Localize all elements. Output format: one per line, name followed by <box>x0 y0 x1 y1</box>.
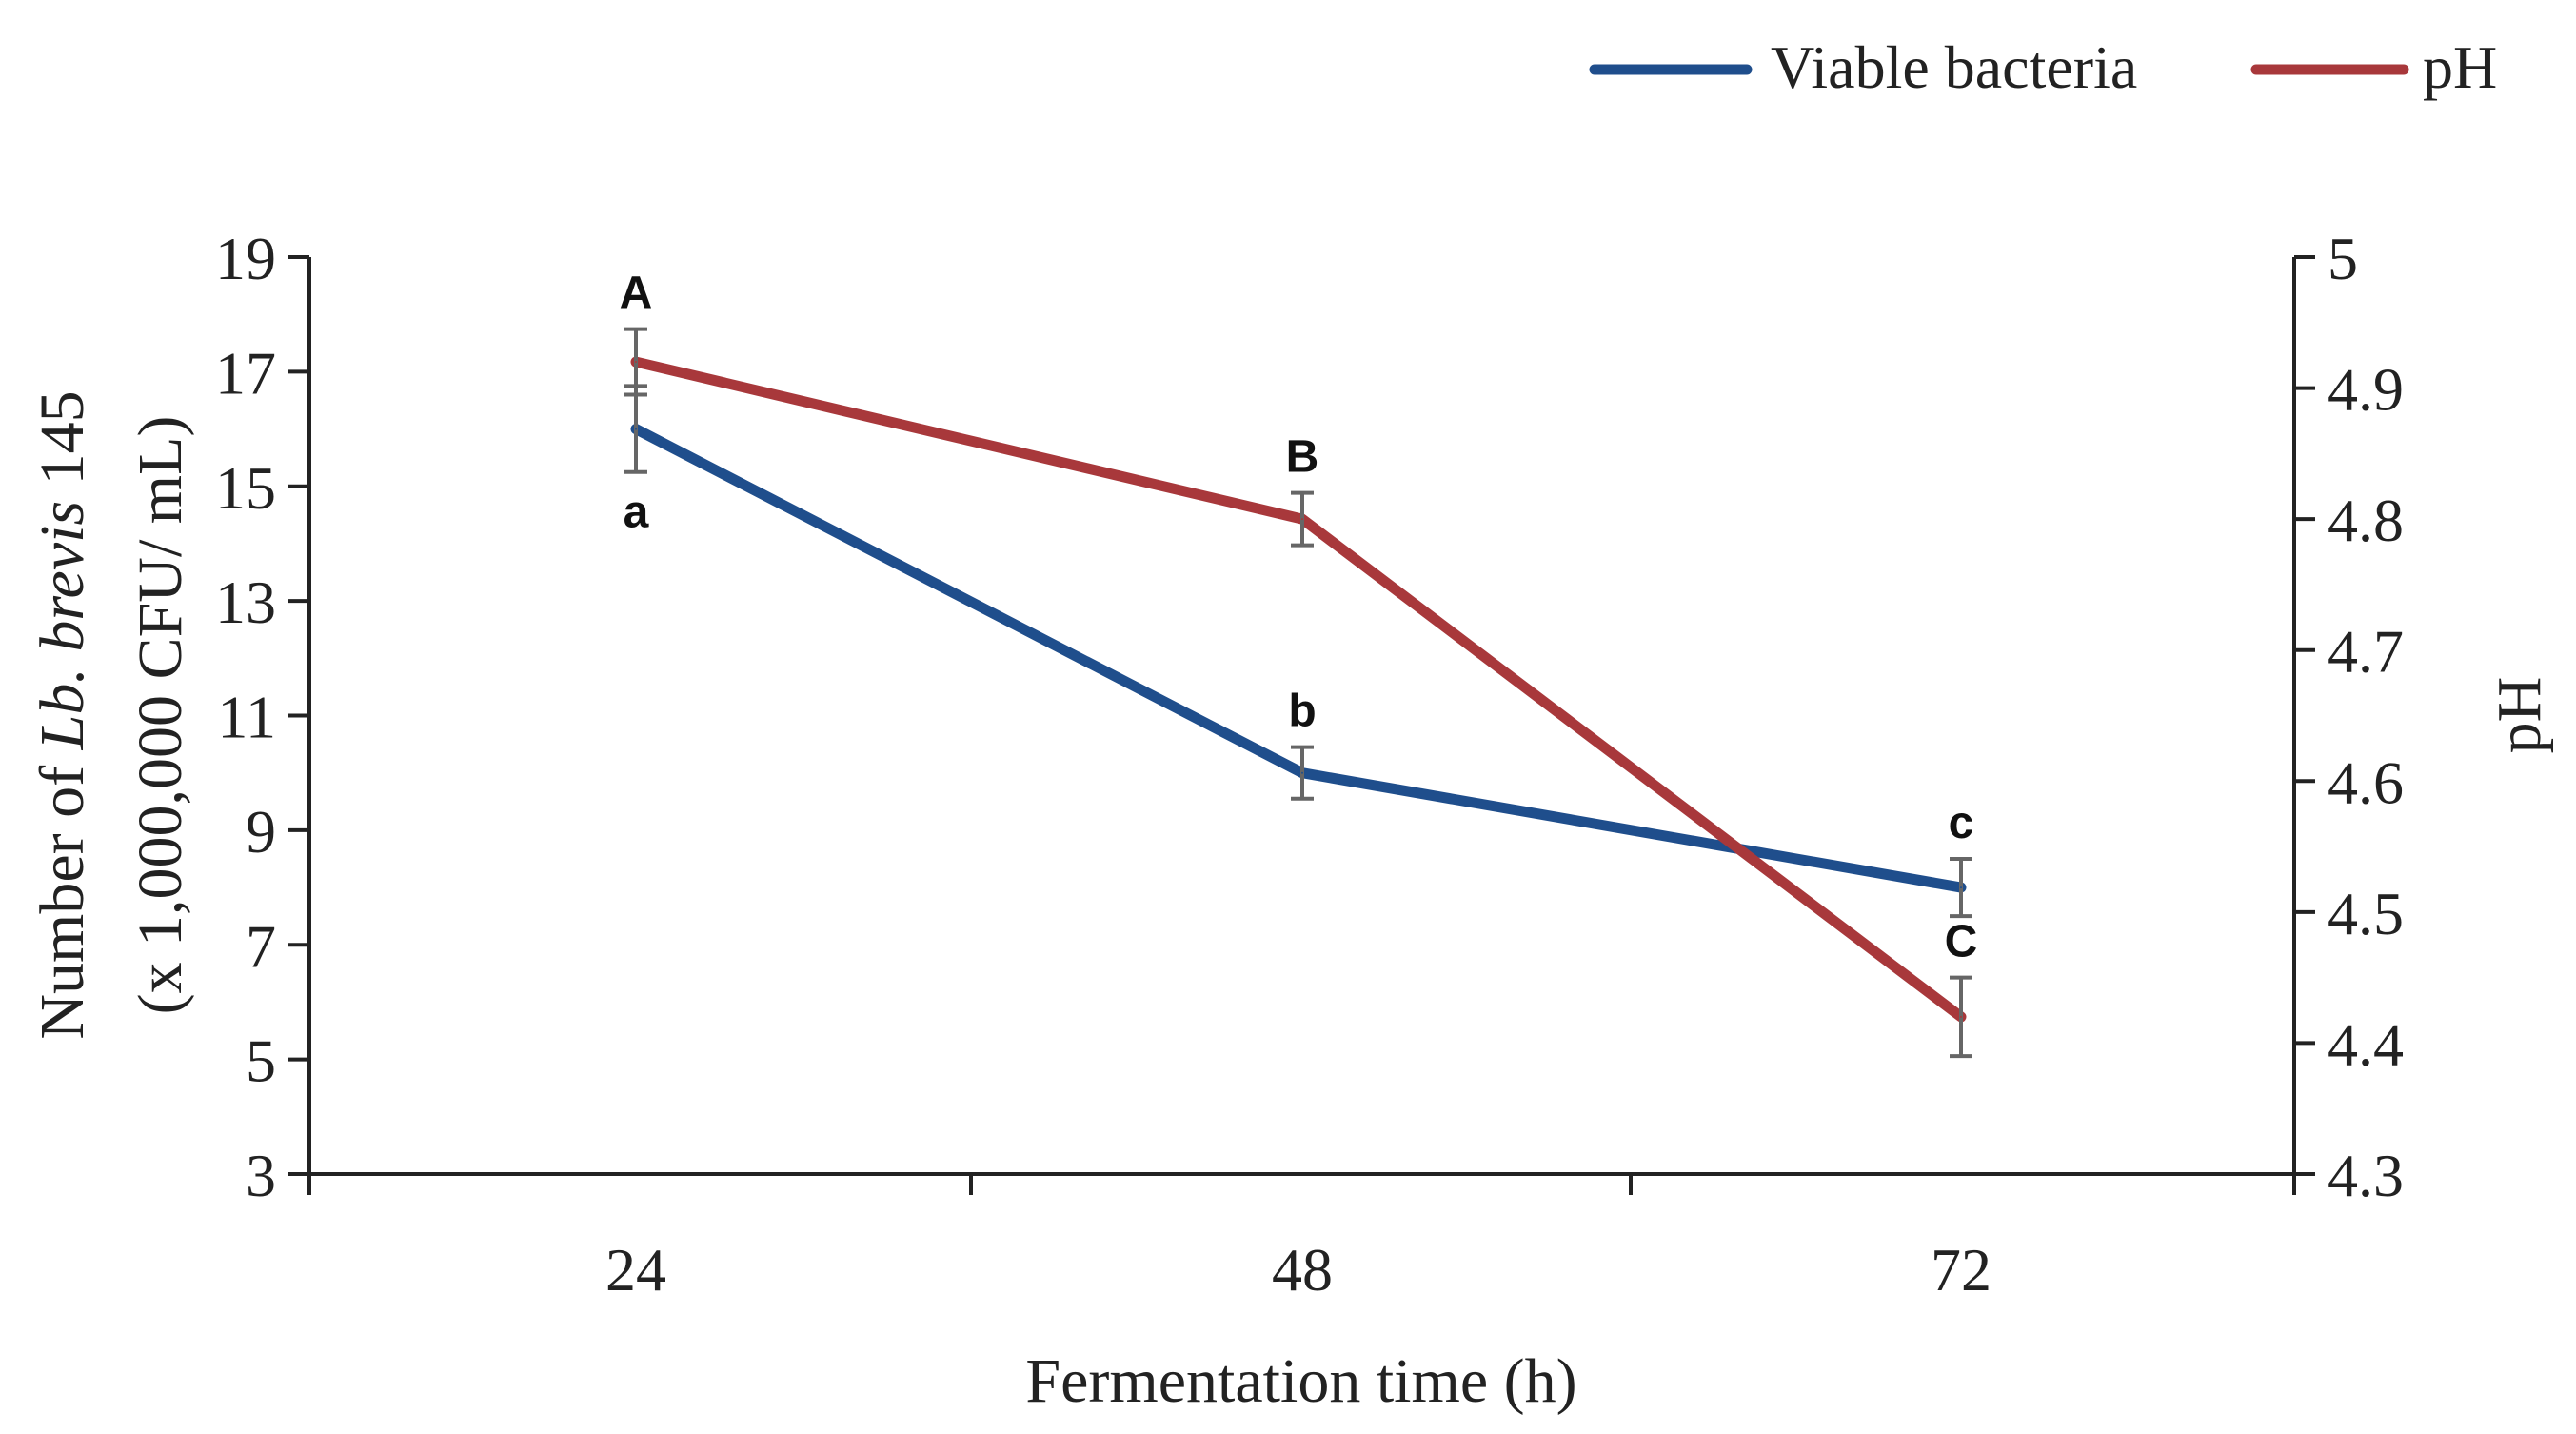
svg-text:Number of Lb. brevis 145: Number of Lb. brevis 145 <box>28 390 97 1039</box>
data-point <box>635 361 637 364</box>
left-y-ticks: 3 5 7 9 11 13 15 17 19 <box>215 225 309 1209</box>
left-axis-title-part3: 145 <box>28 390 97 501</box>
significance-letter: B <box>1286 432 1319 483</box>
data-point <box>1301 771 1303 774</box>
left-axis-title-line2: (x 1,000,000 CFU/ mL) <box>126 416 195 1015</box>
left-axis-title-part1: Number of <box>28 749 97 1039</box>
left-tick-label: 15 <box>215 454 276 522</box>
left-tick-label: 5 <box>246 1027 276 1095</box>
left-tick-label: 13 <box>215 568 276 636</box>
left-tick-label: 17 <box>215 339 276 407</box>
x-axis-title: Fermentation time (h) <box>1025 1346 1576 1416</box>
x-ticks: 24 48 72 <box>307 1174 2296 1304</box>
significance-letter: a <box>624 488 649 538</box>
left-tick-label: 19 <box>215 225 276 292</box>
data-point <box>1301 518 1303 521</box>
series-layer: a b c A B C <box>620 269 1978 1059</box>
right-tick-label: 4.4 <box>2328 1010 2404 1078</box>
legend-label-ph: pH <box>2423 33 2497 101</box>
right-tick-label: 4.9 <box>2328 356 2404 424</box>
left-tick-label: 3 <box>246 1142 276 1209</box>
data-point <box>635 428 637 430</box>
right-tick-label: 4.3 <box>2328 1142 2404 1209</box>
left-axis-title: Number of Lb. brevis 145 <box>28 390 97 1039</box>
data-point <box>1960 1015 1962 1018</box>
right-tick-label: 4.8 <box>2328 487 2404 554</box>
left-axis-title-species: Lb. brevis <box>28 501 97 751</box>
significance-letter: b <box>1288 687 1316 737</box>
left-tick-label: 11 <box>217 684 276 751</box>
x-tick-label: 72 <box>1931 1236 1991 1304</box>
right-tick-label: 4.6 <box>2328 748 2404 816</box>
legend: Viable bacteria pH <box>1589 33 2497 101</box>
left-tick-label: 9 <box>246 798 276 866</box>
significance-letter: A <box>620 269 653 319</box>
significance-letter: c <box>1949 798 1974 848</box>
data-point <box>1960 886 1962 889</box>
right-tick-label: 4.5 <box>2328 880 2404 947</box>
series-line <box>630 424 1967 893</box>
significance-letter: C <box>1945 917 1978 967</box>
right-axis-title: pH <box>2485 677 2554 754</box>
right-y-ticks: 4.3 4.4 4.5 4.6 4.7 4.8 4.9 5 <box>2294 225 2404 1209</box>
right-tick-label: 5 <box>2328 225 2358 292</box>
x-tick-label: 48 <box>1272 1236 1333 1304</box>
right-tick-label: 4.7 <box>2328 618 2404 686</box>
left-tick-label: 7 <box>246 912 276 980</box>
x-tick-label: 24 <box>605 1236 666 1304</box>
legend-label-viable-bacteria: Viable bacteria <box>1771 33 2137 101</box>
series-ph: A B C <box>620 269 1978 1059</box>
